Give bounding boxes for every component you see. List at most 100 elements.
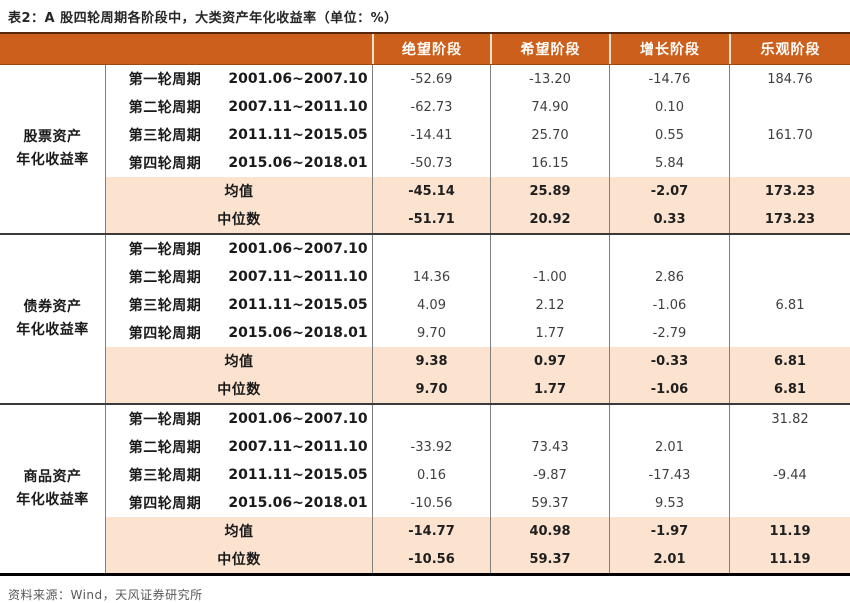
value-cell bbox=[490, 405, 609, 433]
value-cell: -10.56 bbox=[372, 545, 490, 573]
value-cell: 2.86 bbox=[609, 263, 729, 291]
row-name-cell: 第二轮周期 2007.11~2011.10 bbox=[106, 433, 372, 461]
value-cell: 2.01 bbox=[609, 433, 729, 461]
section-rows-commodities: 第一轮周期 2001.06~2007.10 31.82 第二轮周期 2007.1… bbox=[105, 405, 850, 573]
section-label-bonds: 债券资产 年化收益率 bbox=[0, 235, 105, 403]
row-name-cell: 第四轮周期 2015.06~2018.01 bbox=[106, 149, 372, 177]
header-despair-phase: 绝望阶段 bbox=[372, 34, 490, 64]
value-cell: -14.77 bbox=[372, 517, 490, 545]
period-label: 2015.06~2018.01 bbox=[228, 495, 368, 511]
value-cell: 173.23 bbox=[729, 177, 850, 205]
value-cell: -0.33 bbox=[609, 347, 729, 375]
value-cell: -52.69 bbox=[372, 65, 490, 93]
table-row: 第三轮周期 2011.11~2015.05 0.16 -9.87 -17.43 … bbox=[106, 461, 850, 489]
value-cell: 0.16 bbox=[372, 461, 490, 489]
section-label-line: 年化收益率 bbox=[16, 152, 89, 168]
row-name-cell: 中位数 bbox=[106, 545, 372, 573]
cycle-label: 第四轮周期 bbox=[128, 326, 202, 342]
mean-row: 均值 -45.14 25.89 -2.07 173.23 bbox=[106, 177, 850, 205]
value-cell bbox=[372, 235, 490, 263]
value-cell: 1.77 bbox=[490, 375, 609, 403]
value-cell: 11.19 bbox=[729, 517, 850, 545]
mean-row: 均值 -14.77 40.98 -1.97 11.19 bbox=[106, 517, 850, 545]
value-cell: -1.06 bbox=[609, 375, 729, 403]
value-cell: 184.76 bbox=[729, 65, 850, 93]
cycle-label: 第三轮周期 bbox=[128, 468, 202, 484]
value-cell: 6.81 bbox=[729, 375, 850, 403]
value-cell: 0.55 bbox=[609, 121, 729, 149]
median-row: 中位数 -51.71 20.92 0.33 173.23 bbox=[106, 205, 850, 233]
value-cell: -17.43 bbox=[609, 461, 729, 489]
asset-returns-table: 绝望阶段 希望阶段 增长阶段 乐观阶段 股票资产 年化收益率 第一轮周期 200… bbox=[0, 32, 850, 576]
value-cell: 5.84 bbox=[609, 149, 729, 177]
table-row: 第四轮周期 2015.06~2018.01 9.70 1.77 -2.79 bbox=[106, 319, 850, 347]
section-rows-stocks: 第一轮周期 2001.06~2007.10 -52.69 -13.20 -14.… bbox=[105, 65, 850, 233]
value-cell: 161.70 bbox=[729, 121, 850, 149]
value-cell bbox=[490, 235, 609, 263]
value-cell: 31.82 bbox=[729, 405, 850, 433]
value-cell: -1.00 bbox=[490, 263, 609, 291]
section-label-line: 债券资产 bbox=[23, 299, 82, 315]
value-cell: 9.38 bbox=[372, 347, 490, 375]
value-cell: -10.56 bbox=[372, 489, 490, 517]
cycle-label: 第二轮周期 bbox=[128, 270, 202, 286]
median-label: 中位数 bbox=[217, 552, 261, 568]
period-label: 2011.11~2015.05 bbox=[228, 297, 368, 313]
value-cell bbox=[729, 319, 850, 347]
value-cell: 0.33 bbox=[609, 205, 729, 233]
table-row: 第一轮周期 2001.06~2007.10 -52.69 -13.20 -14.… bbox=[106, 65, 850, 93]
value-cell: 14.36 bbox=[372, 263, 490, 291]
value-cell: 173.23 bbox=[729, 205, 850, 233]
value-cell: 59.37 bbox=[490, 489, 609, 517]
cycle-label: 第二轮周期 bbox=[128, 440, 202, 456]
cycle-label: 第四轮周期 bbox=[128, 156, 202, 172]
table-row: 第一轮周期 2001.06~2007.10 31.82 bbox=[106, 405, 850, 433]
header-hope-phase: 希望阶段 bbox=[490, 34, 609, 64]
period-label: 2015.06~2018.01 bbox=[228, 325, 368, 341]
value-cell: -45.14 bbox=[372, 177, 490, 205]
row-name-cell: 第一轮周期 2001.06~2007.10 bbox=[106, 405, 372, 433]
period-label: 2001.06~2007.10 bbox=[228, 411, 368, 427]
section-label-line: 商品资产 bbox=[23, 469, 82, 485]
value-cell: -62.73 bbox=[372, 93, 490, 121]
value-cell bbox=[729, 433, 850, 461]
row-name-cell: 均值 bbox=[106, 177, 372, 205]
value-cell: 16.15 bbox=[490, 149, 609, 177]
value-cell: 11.19 bbox=[729, 545, 850, 573]
period-label: 2015.06~2018.01 bbox=[228, 155, 368, 171]
row-name-cell: 均值 bbox=[106, 517, 372, 545]
value-cell: -33.92 bbox=[372, 433, 490, 461]
table-row: 第三轮周期 2011.11~2015.05 -14.41 25.70 0.55 … bbox=[106, 121, 850, 149]
mean-label: 均值 bbox=[224, 184, 254, 200]
value-cell bbox=[609, 405, 729, 433]
row-name-cell: 均值 bbox=[106, 347, 372, 375]
source-note: 资料来源：Wind，天风证券研究所 bbox=[8, 588, 203, 602]
value-cell: 0.97 bbox=[490, 347, 609, 375]
mean-label: 均值 bbox=[224, 524, 254, 540]
value-cell: 20.92 bbox=[490, 205, 609, 233]
value-cell: 40.98 bbox=[490, 517, 609, 545]
value-cell: 6.81 bbox=[729, 347, 850, 375]
table-row: 第四轮周期 2015.06~2018.01 -10.56 59.37 9.53 bbox=[106, 489, 850, 517]
row-name-cell: 第一轮周期 2001.06~2007.10 bbox=[106, 65, 372, 93]
value-cell: 9.53 bbox=[609, 489, 729, 517]
row-name-cell: 第三轮周期 2011.11~2015.05 bbox=[106, 291, 372, 319]
value-cell: 1.77 bbox=[490, 319, 609, 347]
value-cell bbox=[729, 149, 850, 177]
period-label: 2007.11~2011.10 bbox=[228, 439, 368, 455]
row-name-cell: 中位数 bbox=[106, 375, 372, 403]
value-cell: 2.01 bbox=[609, 545, 729, 573]
median-row: 中位数 -10.56 59.37 2.01 11.19 bbox=[106, 545, 850, 573]
median-label: 中位数 bbox=[217, 382, 261, 398]
table-row: 第二轮周期 2007.11~2011.10 -33.92 73.43 2.01 bbox=[106, 433, 850, 461]
table-title: 表2：A 股四轮周期各阶段中，大类资产年化收益率（单位：%） bbox=[8, 11, 398, 26]
value-cell bbox=[729, 489, 850, 517]
row-name-cell: 第四轮周期 2015.06~2018.01 bbox=[106, 489, 372, 517]
period-label: 2007.11~2011.10 bbox=[228, 269, 368, 285]
value-cell: -50.73 bbox=[372, 149, 490, 177]
value-cell bbox=[729, 235, 850, 263]
table-header-row: 绝望阶段 希望阶段 增长阶段 乐观阶段 bbox=[0, 32, 850, 65]
value-cell: 25.89 bbox=[490, 177, 609, 205]
row-name-cell: 中位数 bbox=[106, 205, 372, 233]
period-label: 2011.11~2015.05 bbox=[228, 127, 368, 143]
